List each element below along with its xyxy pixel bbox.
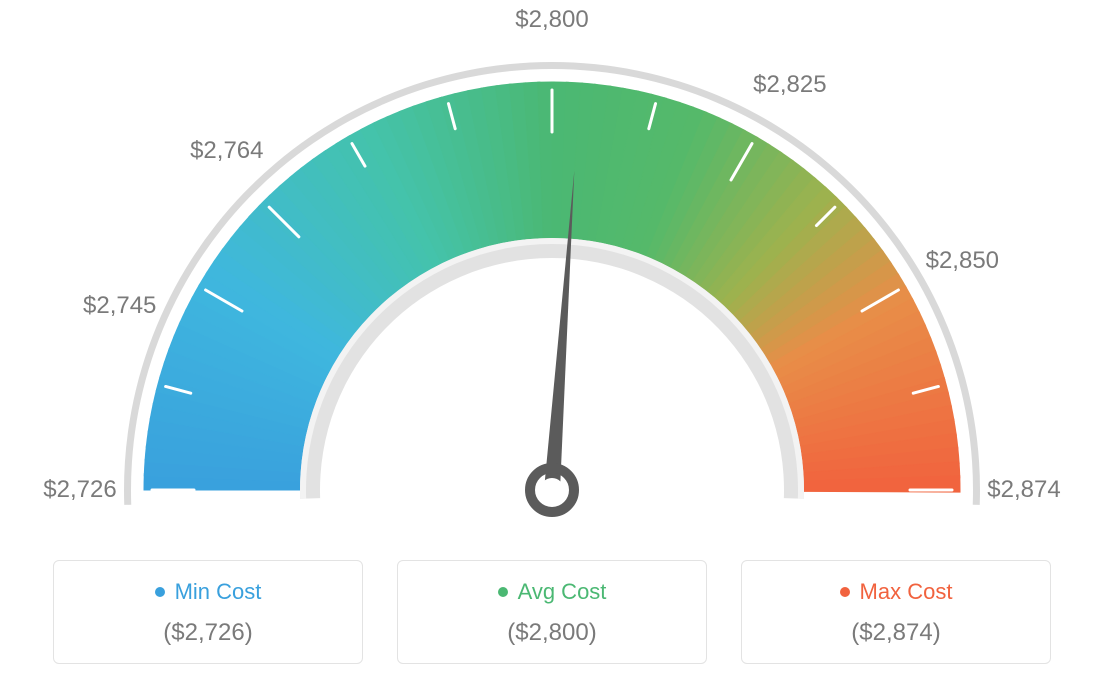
legend-card-min: Min Cost ($2,726) xyxy=(53,560,363,664)
gauge-tick-label: $2,850 xyxy=(926,247,999,275)
legend-avg-value: ($2,800) xyxy=(398,619,706,647)
legend-min-header: Min Cost xyxy=(155,579,262,605)
legend-row: Min Cost ($2,726) Avg Cost ($2,800) Max … xyxy=(0,560,1104,664)
legend-min-value: ($2,726) xyxy=(54,619,362,647)
legend-avg-dot-icon xyxy=(498,587,508,597)
legend-card-max: Max Cost ($2,874) xyxy=(741,560,1051,664)
legend-min-dot-icon xyxy=(155,587,165,597)
legend-max-header: Max Cost xyxy=(840,579,953,605)
legend-max-value: ($2,874) xyxy=(742,619,1050,647)
cost-gauge-container: $2,726 $2,745 $2,764 $2,800 $2,825 $2,850 $2,8… xyxy=(0,0,1104,690)
gauge-tick-label: $2,825 xyxy=(753,71,826,99)
gauge-tick-label: $2,726 xyxy=(43,476,116,504)
legend-max-dot-icon xyxy=(840,587,850,597)
gauge-tick-label: $2,874 xyxy=(987,476,1060,504)
legend-card-avg: Avg Cost ($2,800) xyxy=(397,560,707,664)
gauge-tick-label: $2,745 xyxy=(83,292,156,320)
gauge-tick-label: $2,800 xyxy=(515,6,588,34)
legend-min-title: Min Cost xyxy=(175,579,262,605)
legend-max-title: Max Cost xyxy=(860,579,953,605)
legend-avg-header: Avg Cost xyxy=(498,579,607,605)
legend-avg-title: Avg Cost xyxy=(518,579,607,605)
gauge-tick-label: $2,764 xyxy=(190,137,263,165)
gauge: $2,726 $2,745 $2,764 $2,800 $2,825 $2,850 $2,8… xyxy=(0,0,1104,540)
